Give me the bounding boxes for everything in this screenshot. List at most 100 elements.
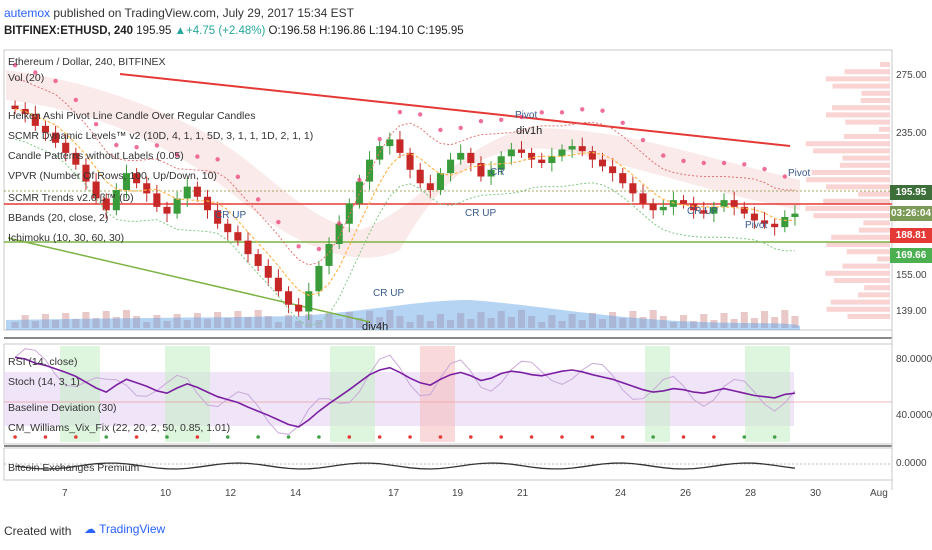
cr-up-label-4: CR UP (687, 206, 718, 217)
legend-rsi[interactable]: RSI (14, close) (8, 356, 77, 368)
pivot-dot (195, 154, 199, 158)
vpvr-bar (842, 264, 890, 269)
vpvr-bar (859, 228, 890, 233)
candle-body (629, 183, 636, 193)
pivot-dot (540, 110, 544, 114)
vpvr-bar (806, 141, 890, 146)
legend-vix-fix[interactable]: CM_Williams_Vix_Fix (22, 20, 2, 50, 0.85… (8, 422, 230, 434)
candle-body (204, 197, 211, 211)
candle-body (396, 139, 403, 153)
legend-bbands[interactable]: BBands (20, close, 2) (8, 212, 108, 224)
vpvr-bar (845, 69, 890, 74)
pivot-dot (74, 98, 78, 102)
legend-baseline[interactable]: Baseline Deviation (30) (8, 402, 117, 414)
vix-dot (621, 435, 625, 439)
vpvr-bar (823, 199, 890, 204)
vix-highlight-red (420, 346, 455, 442)
created-with-text: Created with (4, 524, 71, 538)
candle-body (660, 207, 667, 210)
legend-trends[interactable]: SCMR Trends v2.0 β™ (D) (8, 192, 134, 204)
last-price-tag: 195.95 (890, 185, 932, 200)
vpvr-bar (847, 249, 890, 254)
candle-body (569, 146, 576, 149)
pivot-dot (155, 143, 159, 147)
legend-heiken-ashi[interactable]: Heiken Ashi Pivot Line Candle Over Regul… (8, 110, 255, 122)
vix-dot (135, 435, 139, 439)
time-tick-28: 28 (745, 488, 756, 499)
pivot-dot (377, 137, 381, 141)
vix-dot (256, 435, 260, 439)
candle-body (538, 160, 545, 163)
vpvr-bar (826, 184, 890, 189)
pivot-dot (357, 178, 361, 182)
vix-dot (196, 435, 200, 439)
pivot-dot (722, 161, 726, 165)
pivot-dot (560, 110, 564, 114)
vpvr-bar (879, 127, 890, 132)
legend-volume[interactable]: Vol (20) (8, 72, 44, 84)
vix-dot (287, 435, 291, 439)
pivot-dot (256, 197, 260, 201)
candle-body (366, 160, 373, 182)
vix-dot (560, 435, 564, 439)
vpvr-bar (845, 120, 890, 125)
candle-body (650, 204, 657, 211)
pivot-dot (134, 145, 138, 149)
green-level-tag: 169.66 (890, 248, 932, 263)
pivot-dot (661, 153, 665, 157)
tradingview-logo-icon[interactable]: ☁ TradingView (84, 522, 165, 536)
vpvr-bar (858, 192, 890, 197)
price-tick-235: 235.00 (896, 128, 927, 139)
vix-dot (682, 435, 686, 439)
legend-candle-patterns[interactable]: Candle Patterns without Labels (0.05) (8, 150, 184, 162)
vix-dot (712, 435, 716, 439)
vix-dot (165, 435, 169, 439)
vix-dot (742, 435, 746, 439)
candle-body (224, 224, 231, 232)
price-chart[interactable]: CR UP CR UP CR UP CR UP CR Pivot Pivot P… (0, 0, 932, 512)
vpvr-bar (833, 84, 890, 89)
vpvr-bar (813, 213, 890, 218)
price-tick-139: 139.00 (896, 306, 927, 317)
pivot-dot (702, 161, 706, 165)
vix-dot (317, 435, 321, 439)
pivot-dot (114, 143, 118, 147)
vix-dot (773, 435, 777, 439)
vix-dot (530, 435, 534, 439)
vix-dot (439, 435, 443, 439)
time-tick-24: 24 (615, 488, 626, 499)
pivot-dot (53, 79, 57, 83)
pivot-dot (499, 118, 503, 122)
time-axis[interactable]: 7 10 12 14 17 19 21 24 26 28 30 Aug (0, 488, 932, 506)
vix-dot (44, 435, 48, 439)
pivot-dot (621, 121, 625, 125)
vpvr-bar (834, 278, 890, 283)
time-tick-7: 7 (62, 488, 68, 499)
vpvr-bar (842, 156, 890, 161)
vpvr-bar (806, 177, 890, 182)
legend-vpvr[interactable]: VPVR (Number Of Rows, 100, Up/Down, 10) (8, 170, 217, 182)
legend-stoch[interactable]: Stoch (14, 3, 1) (8, 376, 80, 388)
pivot-dot (337, 221, 341, 225)
vix-dot (499, 435, 503, 439)
footer: Created with ☁ TradingView (0, 512, 932, 550)
candle-body (548, 156, 555, 163)
vpvr-histogram (806, 62, 890, 319)
candle-body (437, 173, 444, 190)
time-tick-14: 14 (290, 488, 301, 499)
candle-body (508, 150, 515, 157)
pivot-dot (276, 220, 280, 224)
legend-dynamic-levels[interactable]: SCMR Dynamic Levels™ v2 (10D, 4, 1, 1, 5… (8, 130, 313, 142)
candle-body (163, 207, 170, 214)
time-tick-aug: Aug (870, 488, 888, 499)
time-tick-26: 26 (680, 488, 691, 499)
legend-ichimoku[interactable]: Ichimoku (10, 30, 60, 30) (8, 232, 124, 244)
vix-highlight-5 (745, 346, 790, 442)
legend-premium[interactable]: Bitcoin Exchanges Premium (8, 462, 139, 474)
candle-body (518, 150, 525, 153)
rsi-tick-40: 40.0000 (896, 410, 932, 421)
legend-symbol[interactable]: Ethereum / Dollar, 240, BITFINEX (8, 56, 166, 68)
vpvr-bar (831, 300, 890, 305)
vpvr-bar (827, 307, 890, 312)
candle-body (285, 291, 292, 305)
